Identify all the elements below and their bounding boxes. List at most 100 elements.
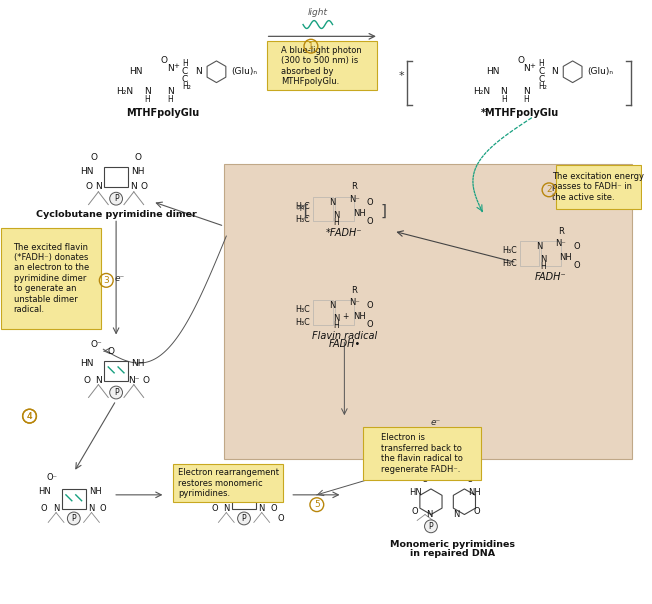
FancyBboxPatch shape [267, 41, 377, 91]
Text: N: N [536, 242, 542, 251]
Text: HN: HN [80, 359, 93, 368]
Text: The excited flavin
(*FADH⁻) donates
an electron to the
pyrimidine dimer
to gener: The excited flavin (*FADH⁻) donates an e… [14, 243, 89, 314]
Text: O⁻: O⁻ [47, 473, 57, 481]
Text: P: P [114, 194, 119, 203]
Text: H: H [501, 95, 507, 104]
Text: O: O [366, 198, 373, 207]
Text: C: C [182, 75, 188, 84]
Text: N⁻: N⁻ [556, 239, 566, 248]
Text: N⁻: N⁻ [349, 298, 360, 307]
Text: P: P [114, 388, 119, 397]
Text: *FADH⁻: *FADH⁻ [326, 228, 363, 238]
Circle shape [424, 520, 437, 533]
Text: O: O [412, 507, 419, 516]
Bar [104, 361, 128, 381]
Text: H: H [182, 59, 188, 68]
Text: The excitation energy
passes to FADH⁻ in
the active site.: The excitation energy passes to FADH⁻ in… [552, 172, 644, 202]
Bar [520, 241, 539, 266]
Text: N: N [426, 510, 432, 519]
Text: e⁻: e⁻ [437, 443, 448, 452]
Text: Electron is
transferred back to
the flavin radical to
regenerate FADH⁻.: Electron is transferred back to the flav… [381, 434, 463, 474]
Text: 4: 4 [27, 412, 33, 420]
FancyBboxPatch shape [556, 165, 640, 208]
Circle shape [110, 386, 123, 399]
Text: O: O [91, 153, 98, 162]
Text: N: N [88, 504, 95, 513]
Text: e⁻: e⁻ [115, 274, 125, 283]
Text: O: O [573, 261, 580, 270]
Text: P: P [72, 514, 76, 523]
Text: light: light [308, 8, 328, 18]
Text: +: + [342, 312, 349, 321]
Text: O: O [366, 320, 373, 329]
Text: H: H [541, 262, 546, 271]
Text: 5: 5 [314, 500, 319, 509]
Text: H: H [168, 95, 173, 104]
Text: O: O [573, 242, 580, 251]
Text: H₃C: H₃C [502, 259, 516, 268]
Text: 3: 3 [104, 276, 109, 285]
Text: O: O [83, 376, 90, 385]
Text: 4: 4 [27, 412, 33, 420]
Text: N: N [333, 314, 340, 323]
Text: HN: HN [486, 67, 500, 76]
Text: O: O [41, 504, 48, 513]
Text: O⁻: O⁻ [91, 340, 102, 349]
Text: R: R [351, 182, 357, 191]
Text: N: N [333, 211, 340, 220]
Bar [541, 241, 561, 266]
Text: A blue-light photon
(300 to 500 nm) is
absorbed by
MTHFpolyGlu.: A blue-light photon (300 to 500 nm) is a… [282, 46, 362, 86]
Text: N: N [53, 504, 59, 513]
Text: H: H [145, 95, 151, 104]
Text: N: N [95, 376, 102, 385]
Text: P: P [242, 514, 246, 523]
Bar [104, 167, 128, 187]
Text: *MTHFpolyGlu: *MTHFpolyGlu [481, 108, 559, 118]
Text: O: O [108, 347, 115, 356]
Circle shape [110, 192, 123, 205]
Text: O: O [211, 504, 218, 513]
Text: *[: *[ [296, 204, 310, 219]
Text: H₃C: H₃C [295, 318, 310, 327]
Text: HN: HN [80, 167, 93, 176]
Text: FADH•: FADH• [328, 339, 361, 349]
FancyBboxPatch shape [363, 427, 481, 480]
Text: P: P [428, 522, 434, 531]
Text: HN: HN [409, 489, 422, 497]
Text: H₃C: H₃C [295, 202, 310, 211]
Text: O: O [140, 182, 147, 191]
Text: H₂: H₂ [183, 82, 192, 91]
Circle shape [67, 512, 80, 525]
Text: NH: NH [559, 253, 572, 262]
Text: C: C [182, 67, 188, 76]
Text: e⁻: e⁻ [431, 417, 441, 426]
Text: H: H [334, 321, 340, 330]
Text: FADH⁻: FADH⁻ [535, 272, 567, 283]
Text: H₃C: H₃C [295, 215, 310, 224]
Text: N: N [523, 87, 530, 96]
FancyBboxPatch shape [1, 228, 101, 329]
Text: Monomeric pyrimidines: Monomeric pyrimidines [390, 539, 515, 548]
Text: N: N [453, 510, 460, 519]
Text: NH: NH [131, 167, 145, 176]
Text: H: H [334, 218, 340, 227]
Text: +: + [173, 63, 179, 69]
Text: O: O [134, 153, 141, 162]
Text: N: N [329, 301, 336, 310]
Text: N: N [167, 87, 173, 96]
Text: NH: NH [353, 209, 366, 218]
Text: N: N [223, 504, 230, 513]
Bar [334, 197, 354, 221]
Text: C: C [538, 75, 544, 84]
Text: N: N [95, 182, 102, 191]
Text: HN: HN [208, 487, 221, 496]
Text: R: R [351, 286, 357, 295]
Text: 1: 1 [308, 42, 314, 51]
Bar [334, 300, 354, 324]
Text: NH: NH [89, 487, 102, 496]
Text: in repaired DNA: in repaired DNA [410, 550, 495, 558]
Text: ]: ] [381, 204, 387, 219]
Bar [62, 489, 85, 509]
Text: MTHFpolyGlu: MTHFpolyGlu [126, 108, 199, 118]
Circle shape [237, 512, 250, 525]
